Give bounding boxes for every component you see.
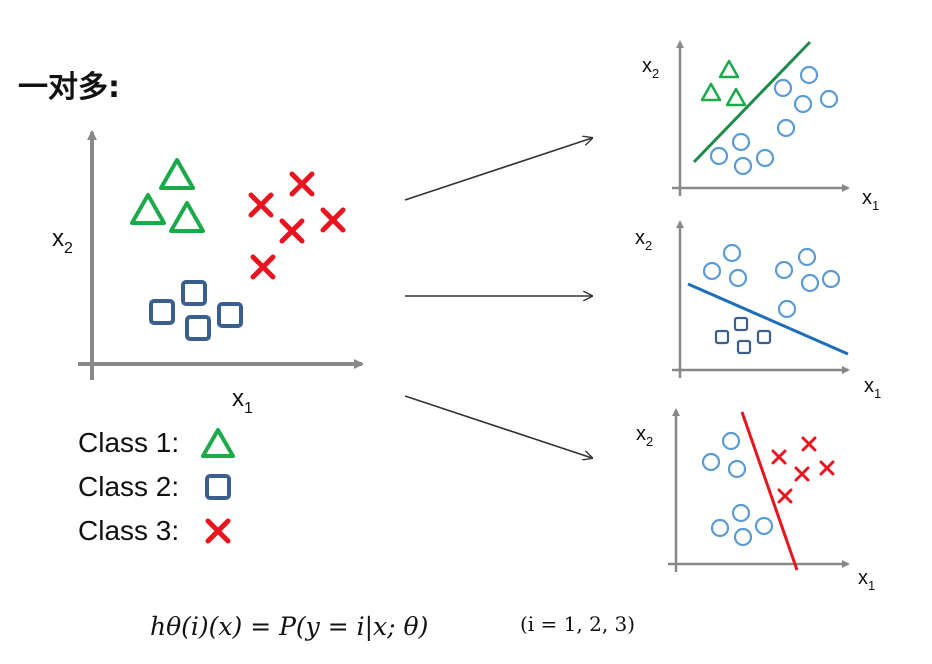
main-x-axis-label: x1 [232,385,253,417]
arrow-to-plot-1 [404,138,592,201]
subplot3-rest-points [701,431,774,547]
rest-point [774,260,794,280]
class2-point [714,329,730,345]
subplot1-rest-points [709,65,839,176]
class2-point [733,316,749,332]
rest-point [776,118,796,138]
rest-point [819,89,839,109]
rest-point [799,65,819,85]
transform-arrows [404,138,592,458]
class3-point [320,207,346,233]
class3-point [248,192,274,218]
class1-point [130,193,166,225]
triangle-icon [201,428,235,458]
class2-point [185,315,211,341]
rest-point [793,94,813,114]
rest-point [710,518,730,538]
cross-icon [205,518,231,544]
rest-point [733,156,753,176]
class2-point [217,302,243,328]
class2-point [149,299,175,325]
rest-point [727,459,747,479]
class2-point [736,339,752,355]
class3-point [771,449,787,465]
class1-point [718,59,740,79]
rest-point [709,146,729,166]
class2-point [756,329,772,345]
rest-point [777,299,797,319]
subplot1-x-axis-label: x1 [862,187,879,213]
class3-point [250,254,276,280]
rest-point [701,452,721,472]
class3-point [801,436,817,452]
main-plot: x2 x1 [52,130,364,417]
rest-point [755,148,775,168]
class2-points [149,280,243,341]
subplot-class3-vs-rest: x2 x1 [636,408,875,593]
class3-point [279,218,305,244]
subplot-class1-vs-rest: x2 x1 [642,40,879,213]
subplot1-y-axis-label: x2 [642,55,659,81]
formula-expression: hθ(i)(x) = P(y = i|x; θ) [150,612,429,641]
main-y-axis-label: x2 [52,225,73,257]
rest-point [721,431,741,451]
subplot2-y-axis-label: x2 [635,227,652,253]
subplot3-class3-points [771,436,835,504]
class3-point [777,488,793,504]
subplot2-x-axis-label: x1 [864,375,881,401]
subplot3-y-axis-label: x2 [636,423,653,449]
subplot2-rest-points [702,243,841,319]
class1-points [130,158,205,233]
decision-boundary-3 [740,411,799,571]
formula-index-note: (i = 1, 2, 3) [520,612,636,636]
class3-point [794,466,810,482]
page-title: 一对多: [18,70,120,105]
decision-boundary-2 [687,282,849,356]
legend-icons [201,428,235,544]
rest-point [821,269,841,289]
rest-point [773,78,793,98]
rest-point [731,503,751,523]
rest-point [797,247,817,267]
class2-point [181,280,207,306]
decision-boundary-1 [692,40,812,164]
subplot3-x-axis-label: x1 [858,567,875,593]
rest-point [733,527,753,547]
subplot2-class2-points [714,316,772,355]
class1-point [700,82,722,102]
arrow-to-plot-3 [404,395,592,458]
subplot1-class1-points [700,59,747,107]
legend-class3-label: Class 3: [78,515,180,546]
class1-point [159,158,195,190]
rest-point [731,132,751,152]
square-icon [205,474,231,500]
hypothesis-formula: hθ(i)(x) = P(y = i|x; θ) (i = 1, 2, 3) [150,612,635,641]
class3-point [289,171,315,197]
legend-class1-label: Class 1: [78,427,180,458]
class3-point [819,460,835,476]
class3-points [248,171,346,280]
rest-point [722,243,742,263]
rest-point [728,268,748,288]
class1-point [169,201,205,233]
rest-point [754,516,774,536]
class1-point [725,87,747,107]
subplot-class2-vs-rest: x2 x1 [635,220,881,401]
rest-point [800,273,820,293]
legend-class2-label: Class 2: [78,471,180,502]
rest-point [702,261,722,281]
